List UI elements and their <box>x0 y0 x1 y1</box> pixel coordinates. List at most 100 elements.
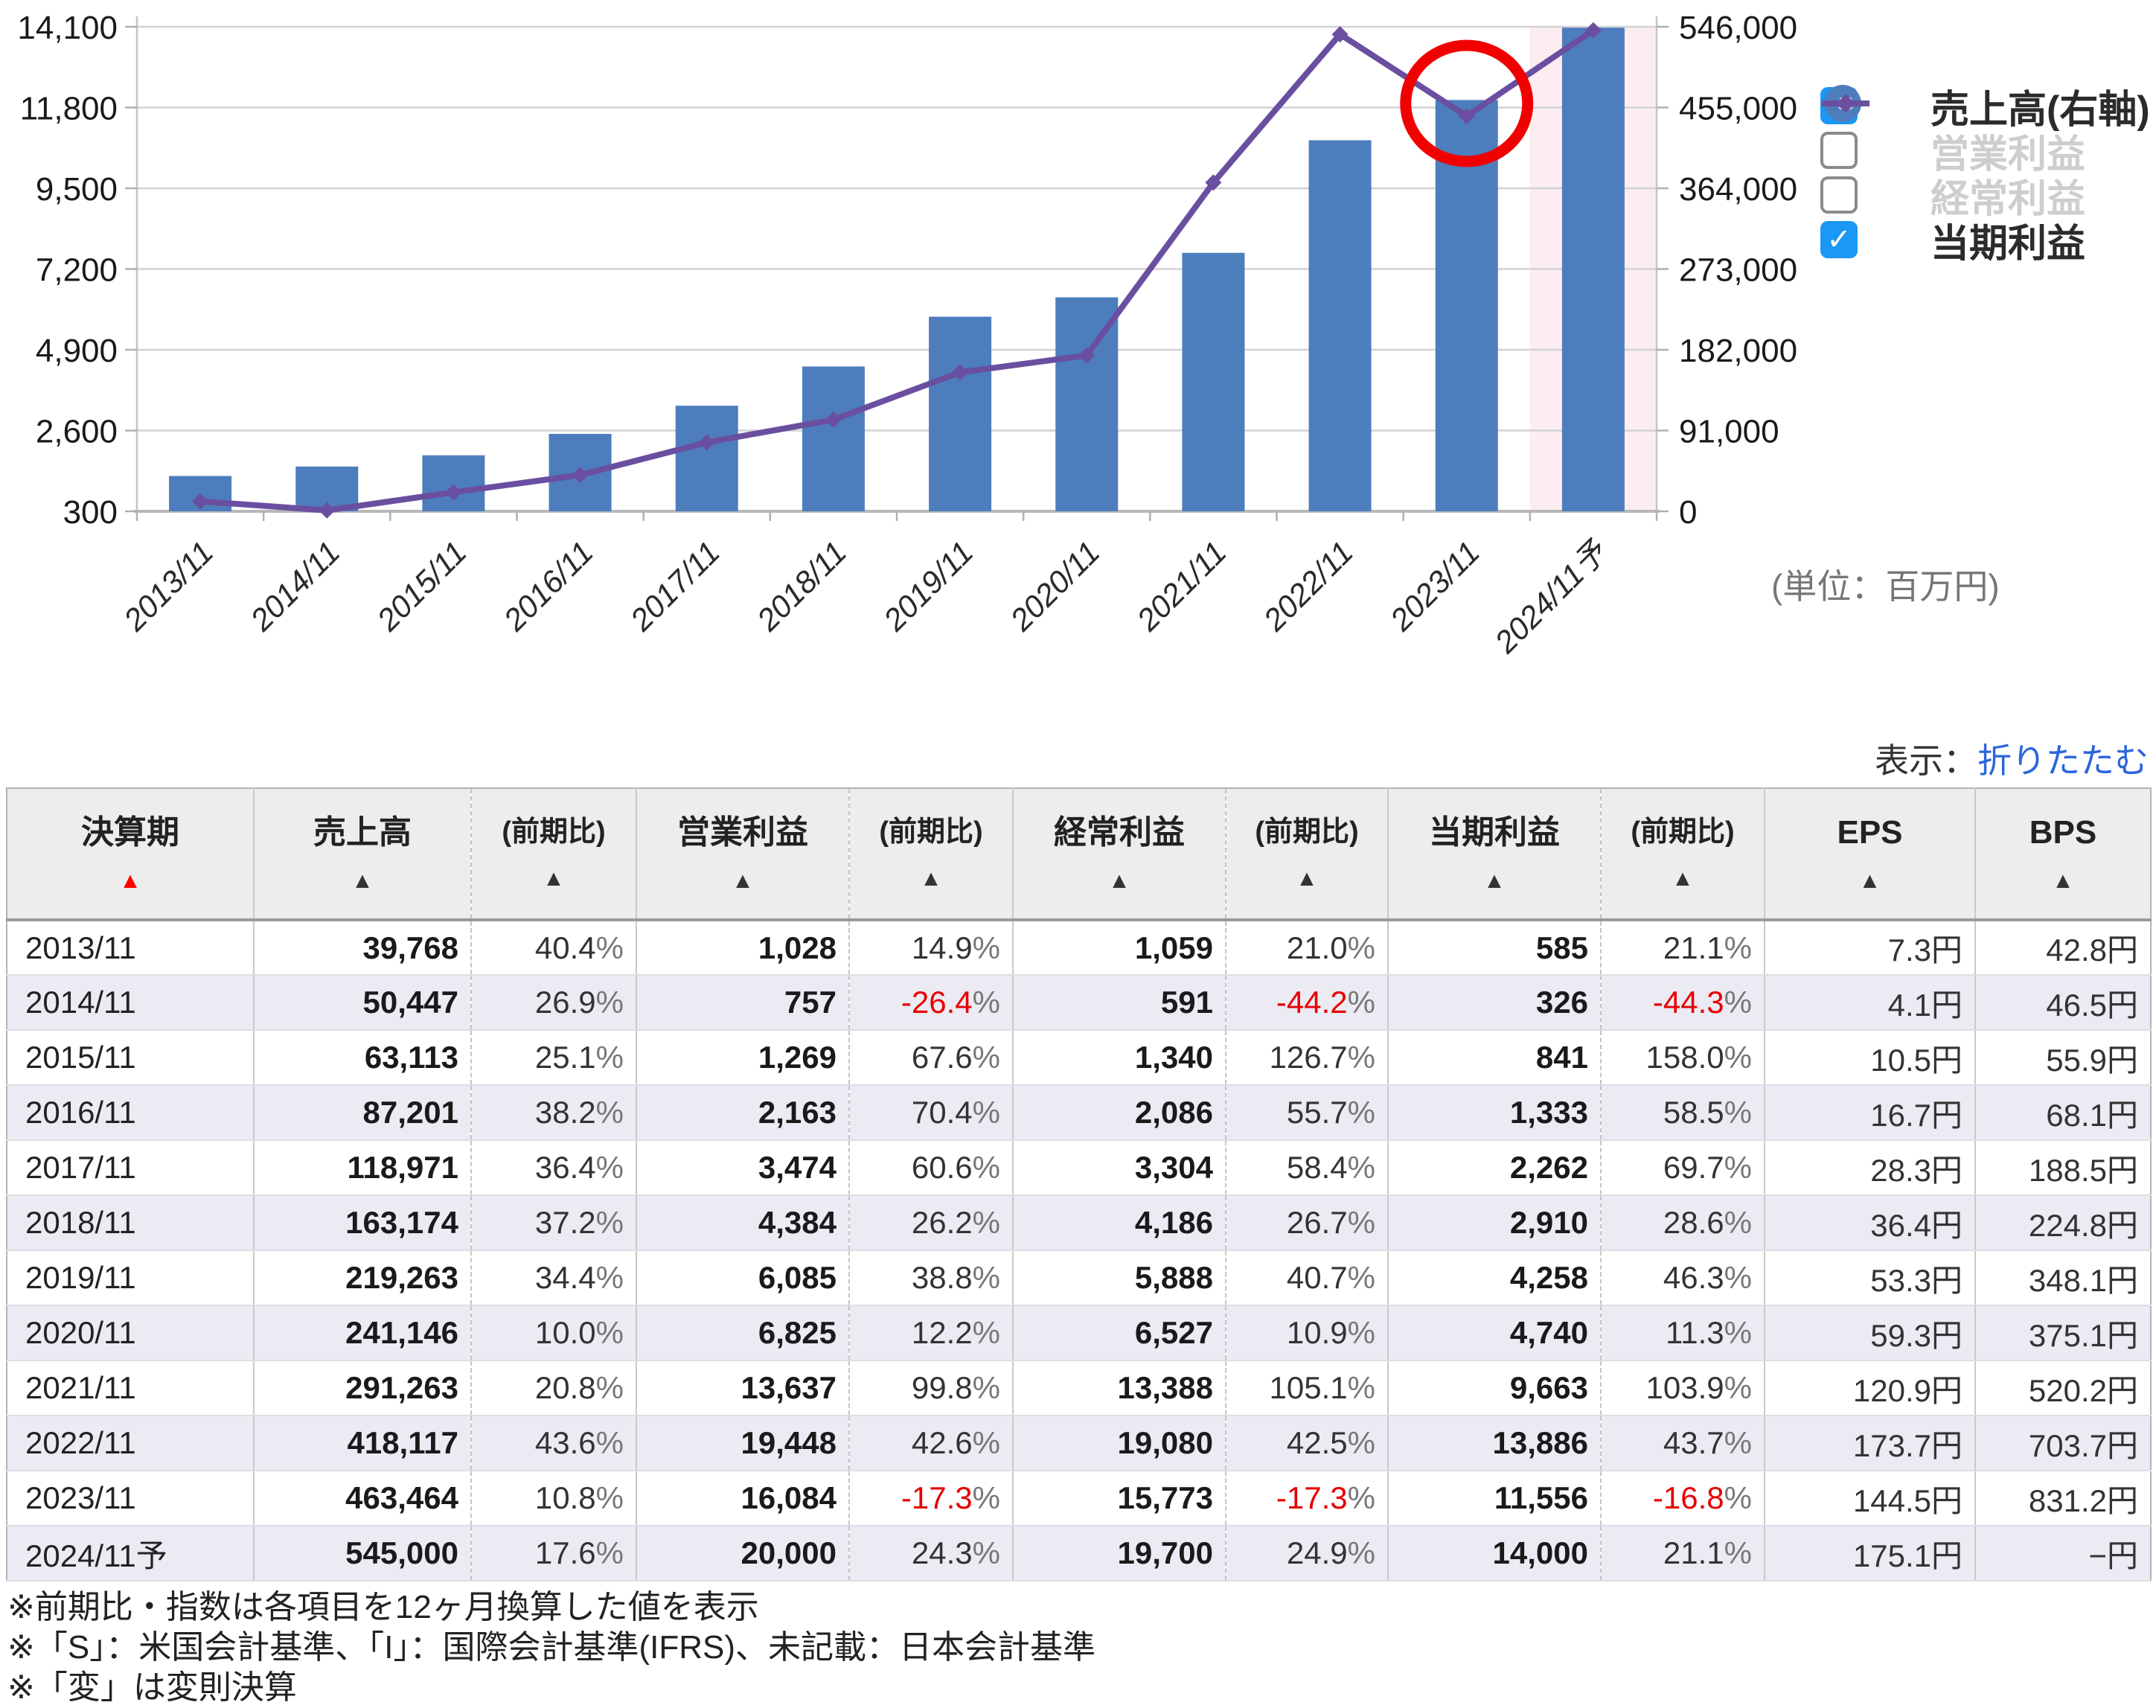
sort-arrow-icon[interactable]: ▲ <box>543 866 565 891</box>
y-axis-label-left: 4,900 <box>36 333 118 369</box>
value-cell: 224.8円 <box>1974 1195 2151 1251</box>
value-cell: 19,448 <box>636 1416 849 1471</box>
sort-arrow-icon[interactable]: ▲ <box>119 869 141 894</box>
legend-checkbox[interactable] <box>1820 176 1858 214</box>
footnotes: ※前期比・指数は各項目を12ヶ月換算した値を表示 ※「S」：米国会計基準、「I」：… <box>7 1587 2156 1708</box>
value-cell: 163,174 <box>253 1195 471 1251</box>
value-cell: 831.2円 <box>1974 1471 2151 1526</box>
legend-label: 経常利益 <box>1931 177 2086 221</box>
value-cell: 21.0% <box>1225 920 1388 976</box>
column-header-label: 当期利益 <box>1429 813 1560 851</box>
revenue-bar <box>675 406 738 511</box>
legend-checkbox[interactable]: ✓ <box>1820 221 1858 258</box>
column-header-8[interactable]: (前期比) ▲ <box>1600 788 1765 921</box>
value-cell: 1,333 <box>1387 1085 1601 1141</box>
value-cell: 188.5円 <box>1974 1140 2151 1196</box>
financial-results-table: 決算期 ▲ 売上高 ▲ (前期比) ▲ 営業利益 ▲ (前期比) ▲ 経常利益 ▲ (前期比) ▲ 当期利益… <box>6 787 2152 1581</box>
legend-item[interactable]: ✓ 当期利益 <box>1820 94 2150 266</box>
collapse-link[interactable]: 折りたたむ <box>1977 741 2149 780</box>
sort-arrow-icon[interactable]: ▲ <box>920 866 942 891</box>
table-row: 2016/11 87,201 38.2% 2,163 70.4% 2,086 55.7% 1,… <box>7 1085 2151 1141</box>
sort-arrow-icon[interactable]: ▲ <box>1672 866 1694 891</box>
value-cell: 20,000 <box>636 1526 849 1581</box>
sort-arrow-icon[interactable]: ▲ <box>351 869 374 894</box>
column-header-7[interactable]: 当期利益 ▲ <box>1387 788 1601 921</box>
column-header-2[interactable]: (前期比) ▲ <box>470 788 636 921</box>
unit-label: (単位：百万円) <box>1771 567 2000 606</box>
value-cell: 585 <box>1387 920 1601 976</box>
value-cell: 10.0% <box>470 1305 636 1361</box>
value-cell: 703.7円 <box>1974 1416 2151 1471</box>
value-cell: 50,447 <box>253 975 471 1031</box>
value-cell: 15,773 <box>1012 1471 1226 1526</box>
value-cell: 1,028 <box>636 920 849 976</box>
fiscal-period-cell: 2019/11 <box>7 1250 254 1306</box>
column-header-1[interactable]: 売上高 ▲ <box>253 788 471 921</box>
value-cell: 46.5円 <box>1974 975 2151 1031</box>
value-cell: 28.3円 <box>1764 1140 1975 1196</box>
revenue-bar <box>1561 28 1625 511</box>
revenue-bar <box>802 366 865 511</box>
value-cell: 6,527 <box>1012 1305 1226 1361</box>
column-header-label: (前期比) <box>1631 816 1735 848</box>
value-cell: 43.7% <box>1600 1416 1765 1471</box>
value-cell: -16.8% <box>1600 1471 1765 1526</box>
sort-arrow-icon[interactable]: ▲ <box>1296 866 1318 891</box>
value-cell: 3,474 <box>636 1140 849 1196</box>
column-header-label: BPS <box>2029 813 2097 851</box>
column-header-4[interactable]: (前期比) ▲ <box>848 788 1013 921</box>
legend-item[interactable]: 経常利益 <box>1820 95 2150 221</box>
value-cell: 43.6% <box>470 1416 636 1471</box>
value-cell: 24.3% <box>848 1526 1013 1581</box>
line-marker <box>319 502 336 519</box>
sort-arrow-icon[interactable]: ▲ <box>732 869 754 894</box>
table-row: 2018/11 163,174 37.2% 4,384 26.2% 4,186 26.7% 2… <box>7 1195 2151 1251</box>
value-cell: 1,269 <box>636 1030 849 1086</box>
value-cell: 158.0% <box>1600 1030 1765 1086</box>
value-cell: 105.1% <box>1225 1360 1388 1416</box>
y-axis-label-left: 2,600 <box>36 414 118 450</box>
legend-label: 営業利益 <box>1931 132 2086 176</box>
column-header-fiscal-period[interactable]: 決算期 ▲ <box>7 788 254 921</box>
column-header-3[interactable]: 営業利益 ▲ <box>636 788 849 921</box>
value-cell: 120.9円 <box>1764 1360 1975 1416</box>
legend-checkbox[interactable] <box>1820 132 1858 169</box>
column-header-5[interactable]: 経常利益 ▲ <box>1012 788 1226 921</box>
line-marker <box>192 493 209 510</box>
column-header-10[interactable]: BPS ▲ <box>1974 788 2151 921</box>
line-marker <box>1078 347 1095 364</box>
financial-chart-section: 14,100 11,800 9,500 7,200 4,900 2,600 300 546,0… <box>0 0 2156 709</box>
value-cell: 7.3円 <box>1764 920 1975 976</box>
value-cell: 20.8% <box>470 1360 636 1416</box>
footnote: ※前期比・指数は各項目を12ヶ月換算した値を表示 <box>7 1589 759 1625</box>
value-cell: 67.6% <box>848 1030 1013 1086</box>
value-cell: 173.7円 <box>1764 1416 1975 1471</box>
sort-arrow-icon[interactable]: ▲ <box>1858 869 1881 894</box>
y-axis-label-right: 182,000 <box>1679 333 1797 369</box>
value-cell: 13,886 <box>1387 1416 1601 1471</box>
sort-arrow-icon[interactable]: ▲ <box>2052 869 2074 894</box>
y-axis-label-left: 11,800 <box>20 91 118 127</box>
value-cell: 5,888 <box>1012 1250 1226 1306</box>
sort-arrow-icon[interactable]: ▲ <box>1483 869 1506 894</box>
value-cell: 9,663 <box>1387 1360 1601 1416</box>
line-marker <box>1331 26 1349 43</box>
table-row: 2017/11 118,971 36.4% 3,474 60.6% 3,304 58.4% 2… <box>7 1140 2151 1196</box>
value-cell: 1,340 <box>1012 1030 1226 1086</box>
column-header-label: (前期比) <box>1255 816 1359 848</box>
column-header-9[interactable]: EPS ▲ <box>1764 788 1975 921</box>
column-header-6[interactable]: (前期比) ▲ <box>1225 788 1388 921</box>
value-cell: 6,085 <box>636 1250 849 1306</box>
sort-arrow-icon[interactable]: ▲ <box>1108 869 1130 894</box>
value-cell: 2,910 <box>1387 1195 1601 1251</box>
value-cell: 118,971 <box>253 1140 471 1196</box>
financial-chart: 14,100 11,800 9,500 7,200 4,900 2,600 300 546,0… <box>17 10 1797 660</box>
x-axis-label: 2022/11 <box>1256 534 1360 638</box>
value-cell: -44.2% <box>1225 975 1388 1031</box>
value-cell: 757 <box>636 975 849 1031</box>
legend-item[interactable]: 営業利益 <box>1820 97 2150 176</box>
revenue-bar <box>1182 252 1245 511</box>
column-header-label: 経常利益 <box>1054 813 1185 851</box>
value-cell: 10.5円 <box>1764 1030 1975 1086</box>
value-cell: -44.3% <box>1600 975 1765 1031</box>
